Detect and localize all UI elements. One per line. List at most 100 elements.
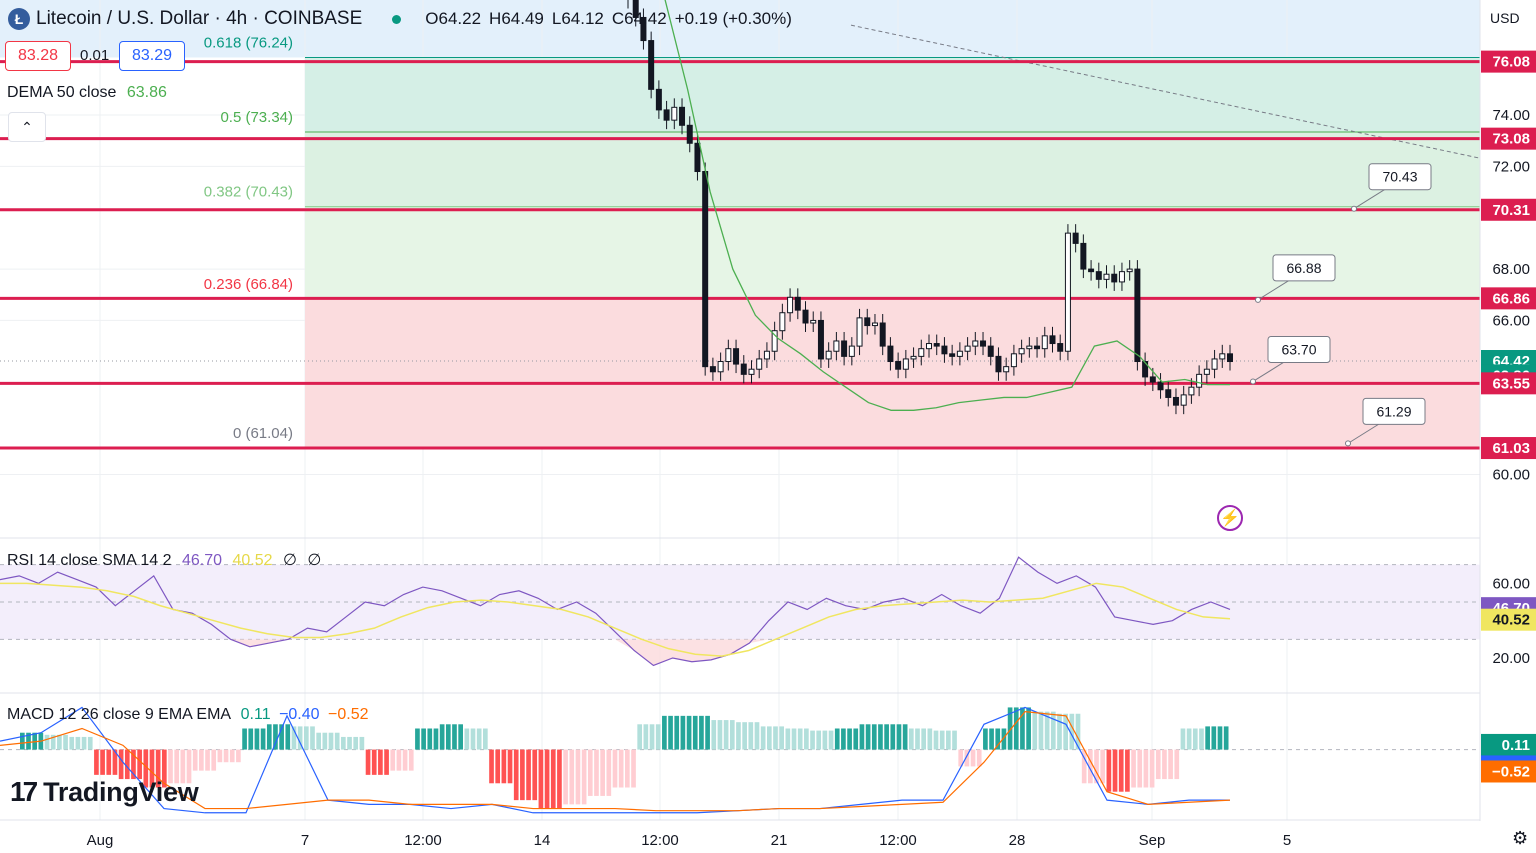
- price-tag: 63.55: [1481, 372, 1536, 395]
- fib-zone: [305, 298, 1480, 448]
- macd-histogram-bar: [365, 749, 371, 775]
- macd-histogram-bar: [649, 724, 655, 750]
- rsi-legend[interactable]: RSI 14 close SMA 14 2 46.70 40.52 ∅ ∅: [7, 550, 321, 570]
- macd-histogram-bar: [841, 728, 846, 750]
- candle-body: [1010, 353, 1017, 368]
- dema-legend[interactable]: DEMA 50 close 63.86: [7, 84, 167, 102]
- candle: [787, 288, 794, 322]
- currency-label[interactable]: USD: [1490, 10, 1520, 26]
- macd-histogram-bar: [476, 728, 482, 750]
- candle-body: [779, 312, 786, 332]
- macd-histogram-bar: [902, 724, 908, 750]
- macd-histogram-bar: [155, 749, 161, 788]
- candle-body: [856, 317, 863, 347]
- rsi-sma-value: 40.52: [232, 552, 273, 569]
- candle-body: [941, 345, 948, 355]
- candle-body: [926, 343, 932, 350]
- candle-body: [1003, 366, 1010, 373]
- macd-tag-text: −0.52: [1492, 763, 1530, 780]
- candle: [1188, 378, 1195, 404]
- lightning-icon[interactable]: ⚡: [1217, 505, 1243, 531]
- macd-histogram-bar: [199, 749, 204, 771]
- macd-histogram-bar: [242, 728, 247, 750]
- macd-histogram-bar: [439, 724, 445, 750]
- candle-body: [1203, 368, 1210, 375]
- macd-histogram-bar: [223, 749, 229, 763]
- macd-histogram-bar: [773, 726, 778, 750]
- price-axis-tick: 68.00: [1492, 261, 1530, 278]
- macd-histogram-bar: [285, 724, 291, 750]
- callout-anchor: [1250, 378, 1256, 385]
- candle: [1057, 334, 1064, 361]
- macd-histogram-bar: [766, 726, 772, 750]
- time-axis-tick: Aug: [87, 832, 114, 849]
- callout-anchor: [1351, 205, 1357, 212]
- macd-histogram-bar: [229, 749, 235, 763]
- time-axis-tick: Sep: [1139, 832, 1166, 849]
- candle-body: [717, 361, 724, 373]
- price-tag: 76.08: [1481, 50, 1536, 73]
- macd-histogram-bar: [50, 734, 56, 750]
- macd-histogram-bar: [569, 749, 575, 805]
- macd-histogram-bar: [717, 720, 723, 750]
- tradingview-logo-icon: 17: [10, 776, 38, 807]
- candle-body: [763, 350, 770, 360]
- macd-histogram-bar: [63, 734, 68, 750]
- candle: [632, 0, 639, 27]
- macd-histogram-bar: [112, 749, 118, 775]
- candle-body: [1196, 373, 1203, 388]
- macd-histogram-bar: [328, 732, 334, 750]
- candle: [895, 352, 902, 379]
- candle-body: [1227, 353, 1233, 363]
- buy-button[interactable]: 83.29: [119, 41, 185, 71]
- callout-label: 66.88: [1286, 260, 1321, 276]
- callout-label: 61.29: [1376, 403, 1411, 419]
- candle: [1095, 262, 1102, 289]
- candle-body: [640, 16, 647, 42]
- candle: [1196, 365, 1203, 397]
- candle: [1134, 260, 1141, 371]
- rsi-extra-1: ∅: [282, 552, 297, 569]
- candle: [733, 339, 740, 374]
- candle: [1064, 224, 1071, 361]
- macd-histogram-bar: [1075, 713, 1081, 750]
- sell-button[interactable]: 83.28: [5, 41, 71, 71]
- macd-histogram-bar: [1162, 749, 1167, 780]
- macd-histogram-bar: [396, 749, 402, 771]
- candle: [725, 339, 732, 371]
- rsi-label: RSI 14 close SMA 14 2: [7, 552, 172, 569]
- callout-stem: [1353, 188, 1387, 210]
- candle-body: [1049, 335, 1056, 345]
- candle: [848, 337, 855, 366]
- symbol-title[interactable]: Litecoin / U.S. Dollar · 4h · COINBASE: [36, 8, 363, 29]
- candle-body: [702, 171, 709, 368]
- candle: [702, 162, 709, 376]
- candle-body: [1064, 232, 1071, 352]
- macd-histogram-bar: [1192, 728, 1198, 750]
- collapse-legend-button[interactable]: ⌃: [8, 112, 46, 142]
- candle-body: [771, 330, 778, 352]
- macd-histogram-bar: [1026, 707, 1031, 750]
- macd-histogram-bar: [341, 736, 346, 750]
- price-axis-tick: 60.00: [1492, 466, 1530, 483]
- macd-histogram-bar: [273, 724, 278, 750]
- candle: [1034, 337, 1041, 358]
- macd-histogram-bar: [871, 724, 877, 750]
- macd-histogram-bar: [291, 726, 297, 750]
- candle-body: [648, 40, 655, 90]
- macd-histogram-bar: [1168, 749, 1173, 780]
- macd-histogram-bar: [87, 736, 93, 750]
- macd-histogram-bar: [161, 749, 167, 788]
- macd-histogram-bar: [921, 728, 926, 750]
- tradingview-logo[interactable]: 17 TradingView: [10, 776, 199, 808]
- candle: [810, 311, 817, 332]
- macd-histogram-bar: [118, 749, 124, 780]
- candle-body: [841, 340, 848, 357]
- time-axis-tick: 21: [771, 832, 788, 849]
- candle-body: [1118, 271, 1125, 283]
- gear-icon[interactable]: ⚙: [1512, 828, 1529, 848]
- price-tag-bg: [1481, 287, 1536, 310]
- macd-legend[interactable]: MACD 12 26 close 9 EMA EMA 0.11 −0.40 −0…: [7, 706, 368, 724]
- candle-body: [848, 345, 855, 357]
